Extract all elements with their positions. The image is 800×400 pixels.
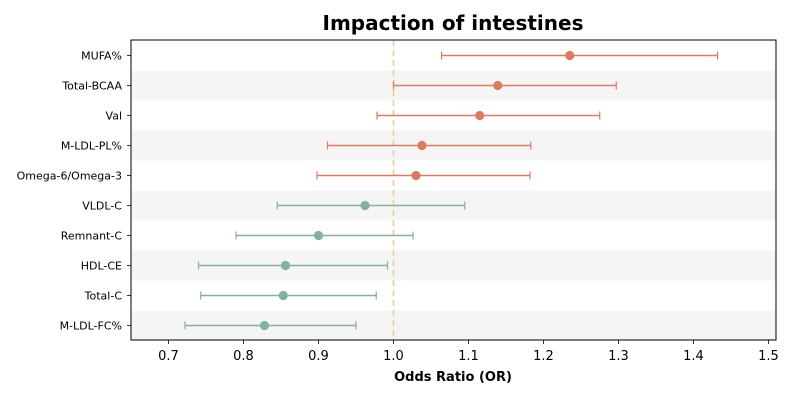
or-point (280, 260, 291, 271)
forest-row-remnant-c (235, 230, 414, 241)
x-tick-label: 1.0 (383, 349, 404, 364)
plot-frame (130, 39, 777, 341)
or-point (493, 80, 503, 91)
x-tick-label: 0.8 (233, 349, 254, 364)
forest-row-vldl-c (276, 200, 466, 211)
y-tick-label: Total-BCAA (61, 80, 122, 93)
or-point (313, 230, 324, 241)
data-marks (184, 50, 719, 331)
forest-row-mufa- (440, 50, 719, 61)
y-tick-label: Remnant-C (61, 230, 123, 243)
or-point (259, 320, 270, 331)
y-tick-label: VLDL-C (82, 200, 122, 213)
forest-row-total-bcaa (392, 80, 617, 91)
x-tick-label: 0.7 (158, 349, 179, 364)
x-tick-label: 1.1 (458, 349, 479, 364)
or-point (278, 290, 288, 301)
y-tick-label: M-LDL-FC% (60, 320, 122, 333)
or-point (417, 140, 427, 151)
x-tick-label: 1.4 (683, 349, 704, 364)
x-tick-label: 1.3 (608, 349, 629, 364)
x-tick-label: 1.2 (533, 349, 554, 364)
y-tick-label: Val (106, 110, 122, 123)
x-axis-label: Odds Ratio (OR) (394, 370, 512, 385)
y-tick-label: Omega-6/Omega-3 (17, 170, 122, 183)
y-tick-label: M-LDL-PL% (61, 140, 122, 153)
or-point (411, 170, 421, 181)
axes: MUFA% Total-BCAA Val M-LDL-PL% Omega-6/Omega… (17, 39, 779, 364)
forest-row-omega-6-omega-3 (316, 170, 531, 181)
forest-row-m-ldl-pl- (326, 140, 532, 151)
forest-row-val (376, 110, 601, 121)
or-point (360, 200, 370, 211)
y-tick-label: MUFA% (81, 50, 122, 63)
chart-title: Impaction of intestines (323, 11, 584, 35)
x-tick-label: 1.5 (758, 349, 779, 364)
forest-row-hdl-ce (197, 260, 389, 271)
or-point (565, 50, 575, 61)
y-tick-label: Total-C (84, 290, 123, 303)
forest-row-total-c (200, 290, 377, 301)
y-tick-label: HDL-CE (81, 260, 122, 273)
or-point (475, 110, 485, 121)
forest-row-m-ldl-fc- (184, 320, 357, 331)
x-tick-label: 0.9 (308, 349, 329, 364)
